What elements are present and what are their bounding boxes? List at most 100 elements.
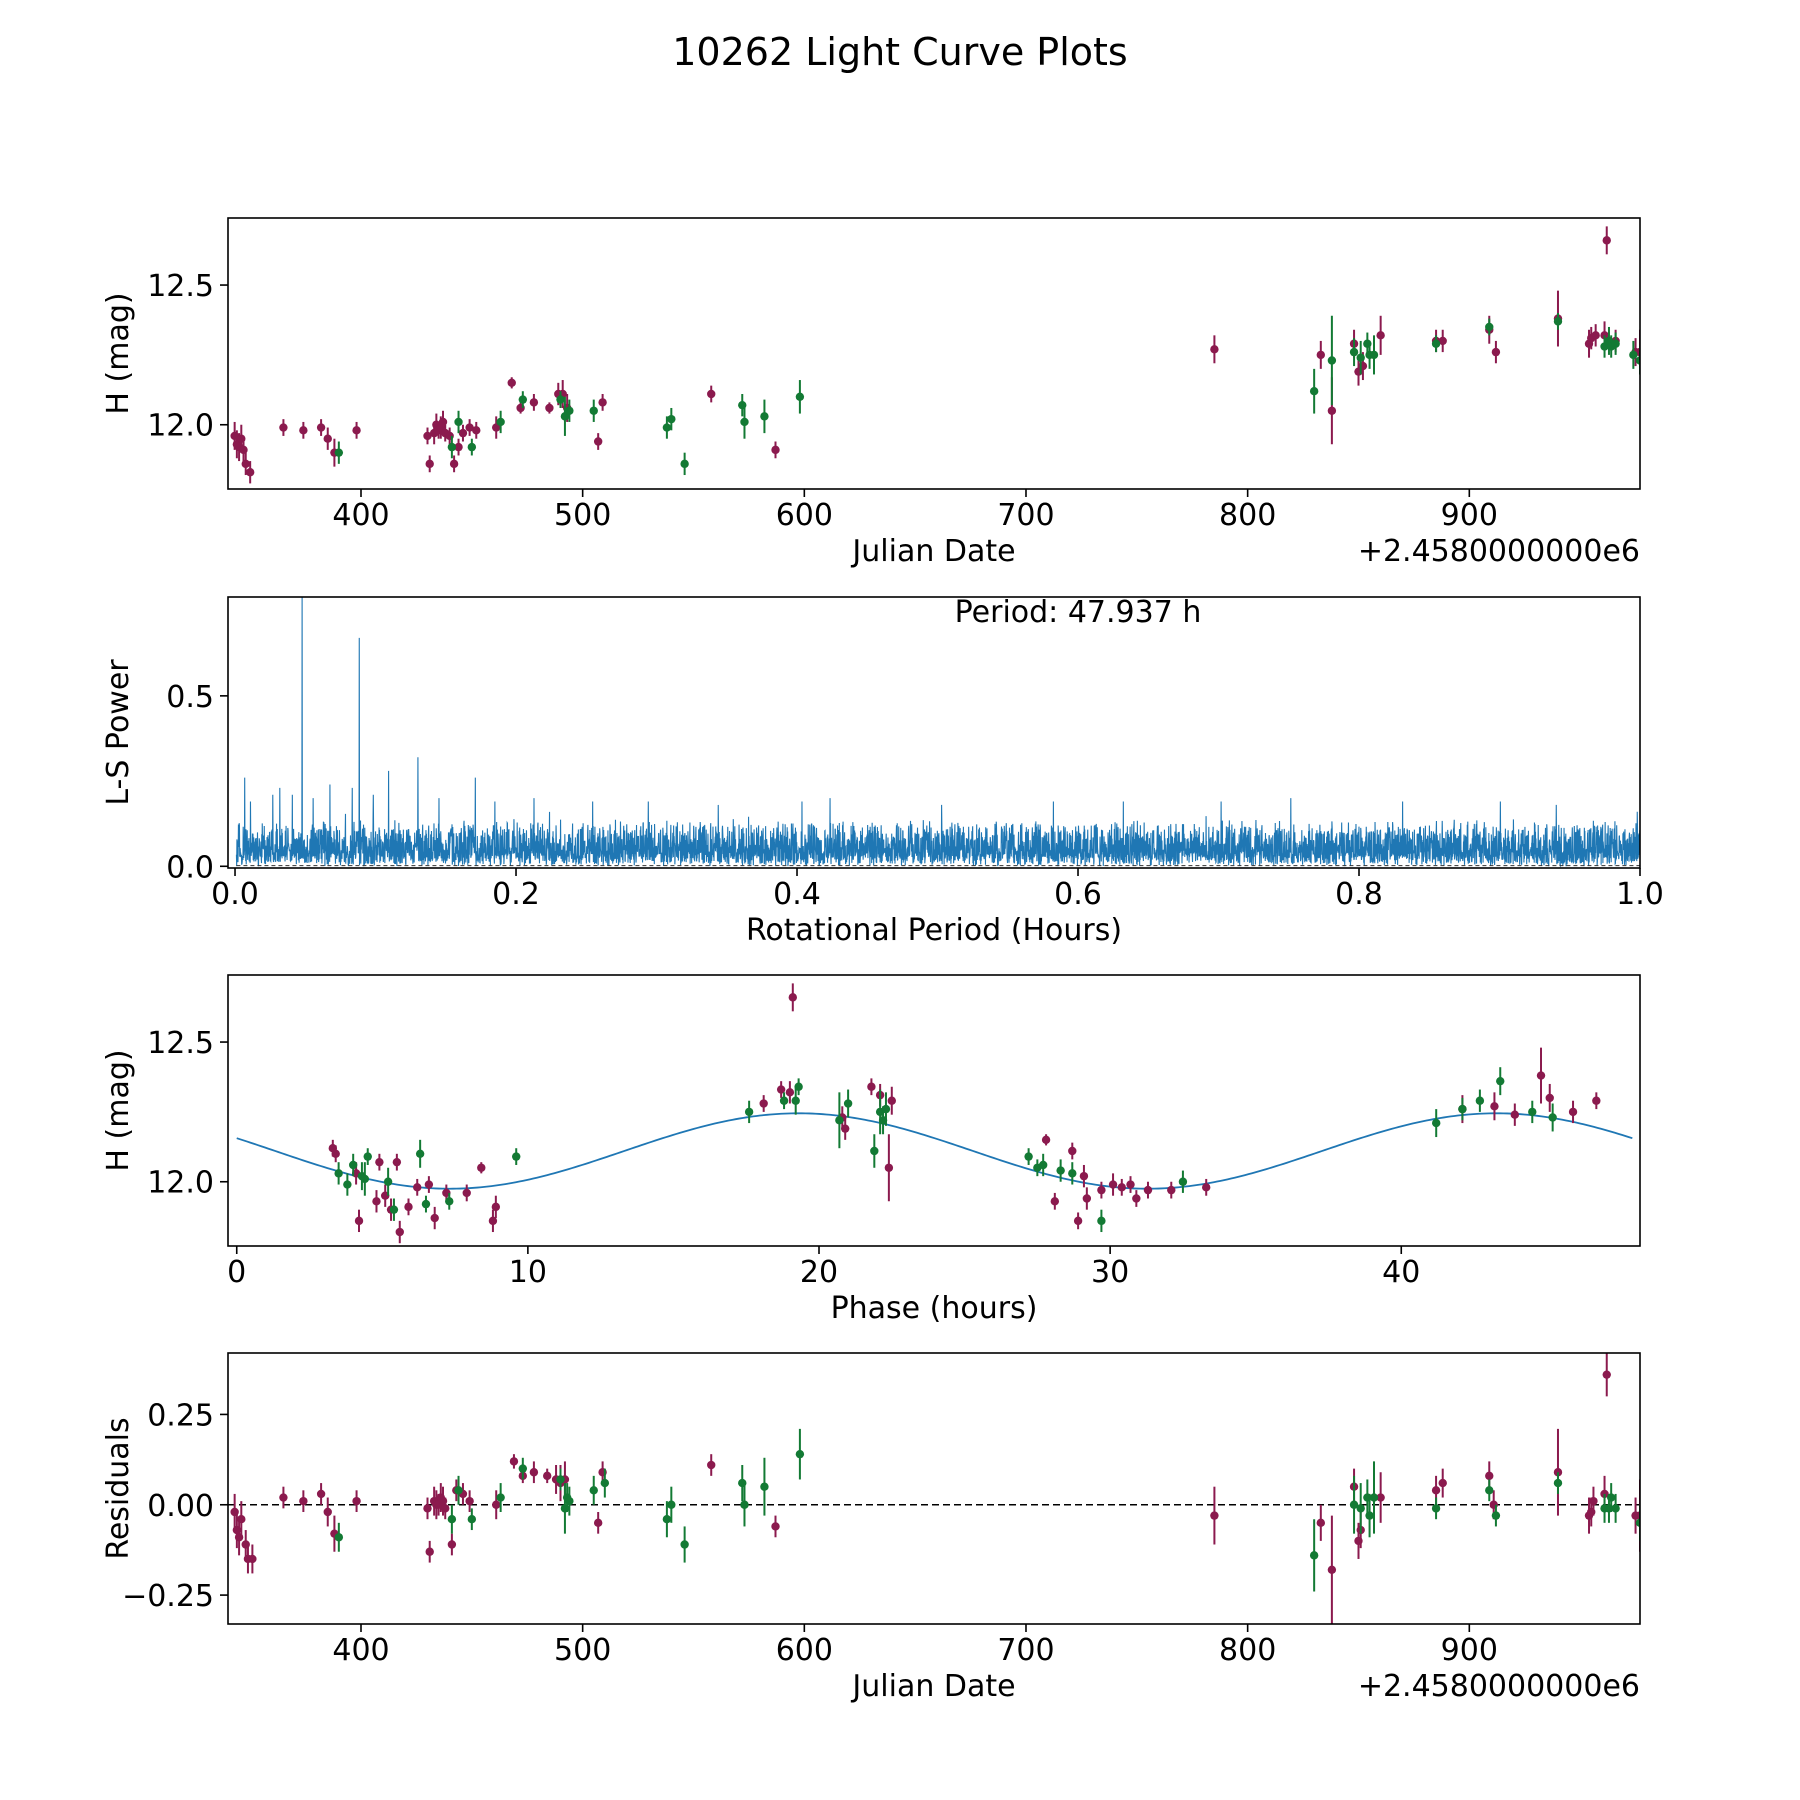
data-point (404, 1202, 413, 1212)
x-axis-label: Julian Date (850, 1669, 1015, 1704)
x-offset-text: +2.4580000000e6 (1358, 1669, 1640, 1704)
data-point (491, 1202, 501, 1212)
data-point (1602, 1370, 1611, 1379)
data-point (776, 1085, 786, 1094)
data-point (1202, 1183, 1211, 1192)
data-point (1210, 1511, 1219, 1520)
data-points (328, 983, 1601, 1244)
y-tick-label: −0.25 (122, 1579, 214, 1614)
data-point (1349, 1500, 1359, 1509)
plot-frame (227, 217, 1641, 490)
data-point (316, 423, 326, 432)
data-point (465, 423, 474, 432)
data-point (279, 1493, 288, 1502)
data-point (1068, 1146, 1077, 1156)
data-point (354, 1216, 364, 1226)
x-tick-label: 400 (332, 498, 389, 533)
data-point (662, 423, 672, 432)
data-point (791, 1096, 800, 1105)
data-point (1097, 1216, 1106, 1226)
data-point (413, 1183, 422, 1192)
data-point (1376, 331, 1385, 340)
data-point (1316, 1518, 1326, 1528)
data-point (760, 412, 769, 421)
data-point (565, 1496, 574, 1506)
y-tick-label: 12.5 (147, 269, 214, 304)
data-point (512, 1152, 521, 1161)
data-point (331, 1149, 340, 1159)
data-point (279, 423, 288, 432)
data-point (707, 1460, 716, 1470)
y-tick-label: 0.25 (147, 1398, 214, 1433)
data-point (1591, 331, 1600, 340)
data-point (445, 1197, 454, 1206)
data-point (363, 1152, 372, 1161)
data-point (1438, 1478, 1447, 1488)
y-tick-label: 12.0 (147, 409, 214, 444)
data-point (1629, 350, 1638, 360)
data-point (343, 1180, 352, 1189)
x-tick-label: 1.0 (1616, 877, 1664, 912)
data-point (465, 1496, 474, 1506)
data-point (1369, 1493, 1379, 1502)
data-point (1553, 317, 1563, 326)
data-point (458, 428, 468, 438)
data-point (496, 1493, 505, 1502)
data-point (1376, 1493, 1385, 1502)
x-tick-label: 0.8 (1335, 877, 1383, 912)
x-tick-label: 0 (227, 1255, 246, 1290)
data-point (529, 398, 539, 407)
data-points (230, 1353, 1640, 1624)
data-point (760, 1482, 769, 1491)
data-point (239, 445, 248, 455)
data-point (843, 1099, 853, 1108)
data-point (1126, 1180, 1135, 1189)
data-point (771, 1522, 780, 1531)
data-point (1496, 1076, 1505, 1086)
data-point (795, 1449, 805, 1459)
data-point (589, 1486, 598, 1495)
data-point (348, 1160, 358, 1170)
x-axis-label: Rotational Period (Hours) (746, 913, 1122, 948)
data-point (1056, 1166, 1065, 1175)
data-point (1349, 347, 1359, 357)
data-point (424, 1180, 434, 1189)
data-point (421, 1199, 431, 1209)
data-point (449, 459, 459, 469)
data-points (230, 226, 1640, 484)
phase-folded-panel: 0 10 20 30 40 12.0 12.5 Phase (hours) H (mag) (101, 974, 1641, 1326)
data-point (667, 1500, 676, 1509)
data-point (841, 1124, 850, 1133)
plot-frame (227, 974, 1641, 1247)
periodogram-line (235, 597, 1640, 868)
x-tick-label: 600 (776, 1633, 833, 1668)
data-point (423, 1504, 432, 1513)
data-point (1611, 339, 1620, 348)
data-point (334, 1169, 343, 1178)
data-point (1079, 1171, 1089, 1181)
data-point (248, 1554, 257, 1564)
x-tick-label: 0.2 (492, 877, 540, 912)
x-tick-label: 500 (554, 498, 611, 533)
data-point (492, 1500, 501, 1509)
data-point (1143, 1185, 1153, 1195)
y-tick-label: 0.0 (166, 850, 214, 885)
data-point (598, 398, 607, 407)
y-tick-label: 0.00 (147, 1489, 214, 1524)
data-point (383, 1177, 393, 1186)
data-point (593, 437, 603, 446)
data-point (1316, 350, 1326, 360)
x-tick-label: 800 (1219, 1633, 1276, 1668)
data-point (1038, 1160, 1048, 1170)
data-point (334, 1533, 344, 1542)
data-point (299, 1496, 308, 1506)
data-point (1528, 1107, 1537, 1117)
data-point (1485, 322, 1494, 332)
data-point (680, 459, 689, 469)
x-tick-label: 700 (997, 1633, 1054, 1668)
data-point (447, 1540, 457, 1549)
data-point (867, 1082, 876, 1091)
figure-title: 10262 Light Curve Plots (672, 30, 1127, 74)
data-point (1553, 1478, 1563, 1488)
plot-frame (227, 1352, 1641, 1625)
